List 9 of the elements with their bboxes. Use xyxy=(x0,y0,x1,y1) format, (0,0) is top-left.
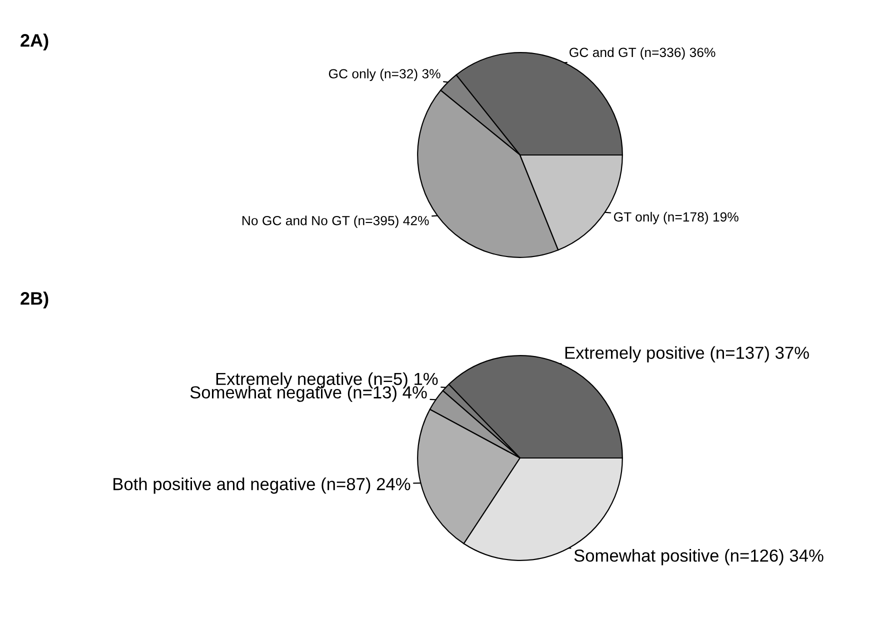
slice-label: Extremely positive (n=137) 37% xyxy=(565,346,809,362)
slice-label: GC and GT (n=336) 36% xyxy=(570,47,716,60)
text: 2A) xyxy=(20,34,48,50)
slice-label: GC only (n=32) 3% xyxy=(328,68,440,82)
slice-label: GT only (n=178) 19% xyxy=(614,212,738,224)
slice-label: No GC and No GT (n=395) 42% xyxy=(242,216,429,228)
slice-label: Both positive and negative (n=87) 24% xyxy=(114,478,410,494)
slice-label: Somewhat positive (n=126) 34% xyxy=(574,549,824,566)
chart-title: 2B) xyxy=(20,292,48,308)
